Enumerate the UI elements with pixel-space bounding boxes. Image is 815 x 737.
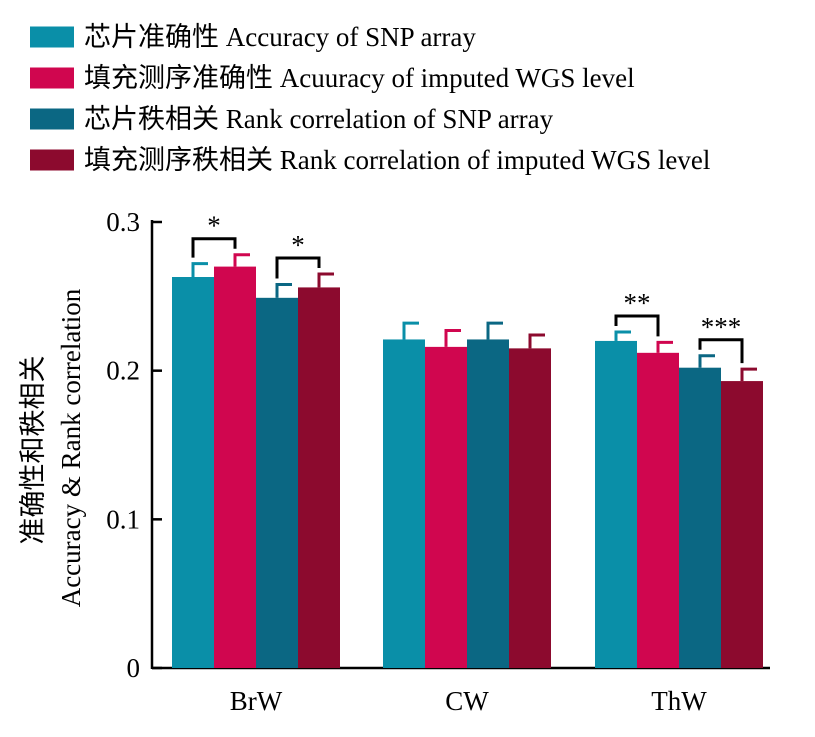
bar-BrW-0 bbox=[172, 277, 214, 668]
legend-label-2: 芯片秩相关 Rank correlation of SNP array bbox=[84, 104, 554, 134]
x-tick-label-1: CW bbox=[445, 686, 489, 716]
x-tick-label-0: BrW bbox=[230, 686, 283, 716]
bar-CW-3 bbox=[509, 348, 551, 668]
significance-bracket-3 bbox=[698, 338, 744, 364]
bar-BrW-3 bbox=[298, 287, 340, 668]
significance-bracket-1 bbox=[275, 256, 321, 279]
y-axis-label-en: Accuracy & Rank correlation bbox=[56, 288, 86, 607]
significance-label-2: ** bbox=[624, 288, 651, 318]
significance-label-0: * bbox=[207, 211, 221, 241]
bar-BrW-2 bbox=[256, 297, 298, 668]
legend-swatch-0 bbox=[30, 26, 74, 48]
bar-ThW-3 bbox=[721, 381, 763, 668]
legend-label-0: 芯片准确性 Accuracy of SNP array bbox=[84, 22, 476, 52]
bar-CW-2 bbox=[467, 339, 509, 668]
bar-CW-1 bbox=[425, 346, 467, 668]
bar-CW-0 bbox=[383, 339, 425, 668]
legend-swatch-3 bbox=[30, 149, 74, 171]
significance-bracket-2 bbox=[614, 314, 660, 337]
x-tick-label-2: ThW bbox=[651, 686, 707, 716]
bar-ThW-0 bbox=[595, 340, 637, 668]
legend-label-1: 填充测序准确性 Acuuracy of imputed WGS level bbox=[84, 63, 635, 93]
bar-ThW-1 bbox=[637, 352, 679, 668]
y-tick-label-3: 0.3 bbox=[106, 207, 140, 237]
significance-label-3: *** bbox=[701, 312, 742, 342]
y-axis-label-cn: 准确性和秩相关 bbox=[18, 356, 48, 545]
legend-swatch-1 bbox=[30, 67, 74, 89]
y-tick-label-1: 0.1 bbox=[106, 504, 140, 534]
y-tick-label-2: 0.2 bbox=[106, 356, 140, 386]
legend-label-3: 填充测序秩相关 Rank correlation of imputed WGS … bbox=[84, 145, 710, 175]
significance-bracket-0 bbox=[191, 237, 237, 258]
legend-swatch-2 bbox=[30, 108, 74, 130]
bar-ThW-2 bbox=[679, 367, 721, 668]
significance-label-1: * bbox=[291, 230, 305, 260]
y-tick-label-0: 0 bbox=[127, 653, 141, 683]
bar-BrW-1 bbox=[214, 266, 256, 668]
